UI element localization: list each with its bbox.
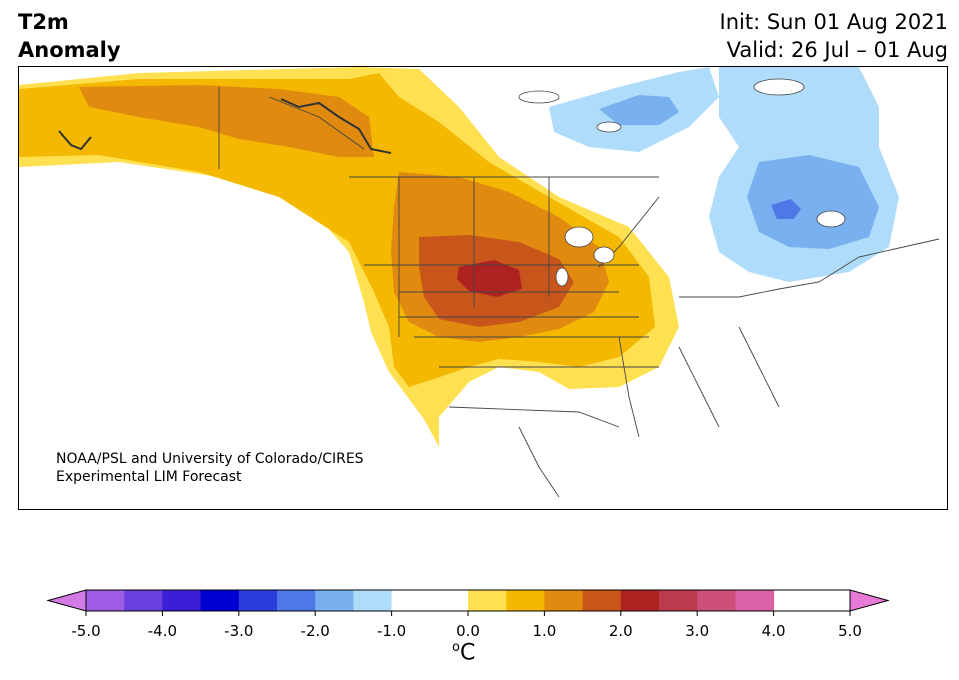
map-canvas <box>19 67 940 498</box>
colorbar-tick-label: 3.0 <box>685 622 709 640</box>
anomaly-map: NOAA/PSL and University of Colorado/CIRE… <box>18 66 948 510</box>
colorbar-segment <box>162 590 202 611</box>
anomaly-region-red <box>457 260 522 297</box>
anomaly-region-blue-arctic <box>599 95 679 125</box>
anomaly-region-blue-east <box>747 155 879 249</box>
colorbar-segment <box>315 590 354 611</box>
colorbar-segments <box>86 590 775 611</box>
colorbar-tick-label: 4.0 <box>762 622 786 640</box>
water-bodies <box>518 78 846 287</box>
map-title: T2m Anomaly <box>18 8 121 64</box>
colorbar-tick-label: 5.0 <box>838 622 862 640</box>
valid-period: Valid: 26 Jul – 01 Aug <box>726 38 948 62</box>
unit-letter: C <box>459 640 476 666</box>
colorbar-segment <box>697 590 736 611</box>
colorbar-segment <box>353 590 393 611</box>
title-field: Anomaly <box>18 38 121 62</box>
colorbar-segment <box>124 590 163 611</box>
colorbar-extend-high <box>849 589 890 612</box>
political-borders <box>218 87 940 498</box>
colorbar-tick-label: -3.0 <box>224 622 253 640</box>
colorbar-tick-label: -2.0 <box>301 622 330 640</box>
colorbar-segment <box>506 590 545 611</box>
colorbar-tick-label: 1.0 <box>532 622 556 640</box>
credit-text: NOAA/PSL and University of Colorado/CIRE… <box>56 450 364 486</box>
colorbar-ticks: -5.0 -4.0 -3.0 -2.0 -1.0 0.0 1.0 2.0 3.0 4.0 5.0 <box>71 611 862 640</box>
anomaly-region-darkblue-east <box>771 199 801 219</box>
colorbar-segment <box>200 590 240 611</box>
forecast-dates: Init: Sun 01 Aug 2021 Valid: 26 Jul – 01… <box>720 8 948 64</box>
colorbar-tick-label: -4.0 <box>148 622 177 640</box>
colorbar-tick-label: -5.0 <box>71 622 100 640</box>
colorbar-segment <box>620 590 660 611</box>
title-variable: T2m <box>18 10 69 34</box>
colorbar-segment <box>238 590 278 611</box>
colorbar-segment <box>659 590 698 611</box>
colorbar-extend-low <box>46 589 87 612</box>
degree-symbol: o <box>452 640 460 655</box>
colorbar-segment <box>277 590 316 611</box>
credit-line-2: Experimental LIM Forecast <box>56 469 242 485</box>
init-date: Init: Sun 01 Aug 2021 <box>719 10 948 34</box>
colorbar-unit: oC <box>452 640 475 665</box>
credit-line-1: NOAA/PSL and University of Colorado/CIRE… <box>56 451 364 467</box>
colorbar-segment <box>429 590 469 611</box>
colorbar-segment <box>468 590 507 611</box>
colorbar-segment <box>86 590 125 611</box>
colorbar-tick-label: 2.0 <box>609 622 633 640</box>
colorbar-segment <box>544 590 584 611</box>
rivers <box>58 98 392 154</box>
colorbar-tick-label: -1.0 <box>377 622 406 640</box>
colorbar-tick-label: 0.0 <box>456 622 480 640</box>
colorbar-segment <box>391 590 431 611</box>
colorbar-segment <box>582 590 622 611</box>
colorbar-segment <box>735 590 775 611</box>
